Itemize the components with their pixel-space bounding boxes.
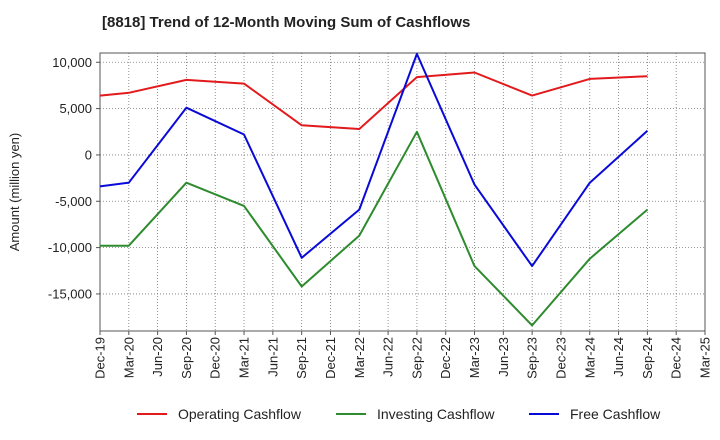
- x-tick-label: Sep-23: [525, 337, 540, 379]
- x-tick-label: Mar-22: [352, 337, 367, 378]
- x-tick-label: Sep-24: [640, 337, 655, 379]
- y-tick-label: -15,000: [48, 286, 92, 301]
- x-tick-label: Dec-19: [93, 337, 108, 379]
- x-tick-label: Sep-21: [294, 337, 309, 379]
- plot-area: [99, 52, 706, 332]
- y-tick-label: -5,000: [55, 194, 92, 209]
- x-tick-label: Dec-24: [669, 337, 684, 379]
- x-tick-label: Sep-20: [179, 337, 194, 379]
- series-lines: [99, 52, 649, 327]
- x-tick-label: Mar-21: [237, 337, 252, 378]
- y-tick-label: -10,000: [48, 240, 92, 255]
- x-tick-label: Dec-20: [208, 337, 223, 379]
- x-tick-label: Mar-25: [698, 337, 713, 378]
- legend-label: Investing Cashflow: [377, 406, 495, 422]
- legend-item: Free Cashflow: [529, 406, 661, 422]
- x-tick-label: Mar-20: [121, 337, 136, 378]
- x-tick-label: Mar-24: [582, 337, 597, 378]
- y-tick-label: 0: [85, 147, 92, 162]
- x-tick-label: Jun-20: [150, 337, 165, 377]
- series-line: [99, 52, 649, 268]
- x-tick-label: Dec-21: [323, 337, 338, 379]
- legend-label: Operating Cashflow: [178, 406, 302, 422]
- chart-title: [8818] Trend of 12-Month Moving Sum of C…: [102, 14, 471, 31]
- y-axis-title: Amount (million yen): [7, 133, 22, 252]
- series-line: [100, 130, 649, 327]
- x-tick-label: Dec-23: [553, 337, 568, 379]
- y-axis-ticks: 10,000 5,000 0 -5,000 -10,000 -15,000: [48, 55, 100, 301]
- y-tick-label: 5,000: [59, 101, 92, 116]
- x-tick-label: Mar-23: [467, 337, 482, 378]
- legend-item: Operating Cashflow: [137, 406, 302, 422]
- x-tick-label: Jun-21: [265, 337, 280, 377]
- x-tick-label: Jun-23: [496, 337, 511, 377]
- x-tick-label: Jun-24: [611, 337, 626, 377]
- y-tick-label: 10,000: [52, 55, 92, 70]
- x-tick-label: Dec-22: [438, 337, 453, 379]
- x-axis-ticks: Dec-19 Mar-20 Jun-20 Sep-20 Dec-20 Mar-21 Jun-…: [93, 331, 713, 379]
- legend: Operating Cashflow Investing Cashflow Free…: [137, 406, 661, 422]
- x-tick-label: Jun-22: [381, 337, 396, 377]
- series-line: [99, 71, 648, 130]
- legend-label: Free Cashflow: [570, 406, 661, 422]
- legend-item: Investing Cashflow: [336, 406, 495, 422]
- x-tick-label: Sep-22: [409, 337, 424, 379]
